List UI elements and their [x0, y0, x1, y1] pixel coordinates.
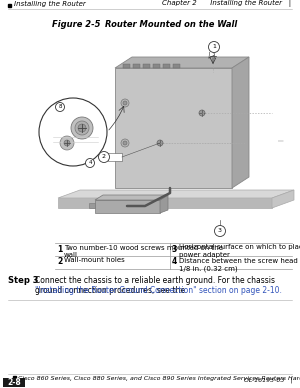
- Text: 2: 2: [57, 258, 62, 267]
- Circle shape: [121, 99, 129, 107]
- Text: 1: 1: [212, 45, 216, 50]
- Text: Router Mounted on the Wall: Router Mounted on the Wall: [105, 20, 237, 29]
- Circle shape: [71, 117, 93, 139]
- Text: Connect the chassis to a reliable earth ground. For the chassis ground connectio: Connect the chassis to a reliable earth …: [35, 276, 275, 295]
- Circle shape: [64, 140, 70, 146]
- Bar: [108, 153, 122, 161]
- Bar: [143, 64, 150, 68]
- Bar: [173, 64, 180, 68]
- Circle shape: [214, 225, 226, 237]
- Polygon shape: [58, 198, 272, 208]
- Bar: [95, 200, 160, 213]
- Bar: [123, 64, 130, 68]
- Text: 1: 1: [57, 244, 62, 253]
- Circle shape: [199, 110, 205, 116]
- Text: Cisco 860 Series, Cisco 880 Series, and Cisco 890 Series Integrated Services Rou: Cisco 860 Series, Cisco 880 Series, and …: [18, 376, 300, 381]
- Bar: [133, 64, 140, 68]
- Text: Chapter 2      Installing the Router   |: Chapter 2 Installing the Router |: [162, 0, 291, 7]
- Circle shape: [60, 136, 74, 150]
- Polygon shape: [115, 68, 232, 188]
- Text: OL-16193-03   |: OL-16193-03 |: [244, 378, 292, 383]
- Circle shape: [157, 140, 163, 146]
- Circle shape: [123, 141, 127, 145]
- Polygon shape: [58, 190, 294, 198]
- Text: Horizontal surface on which to place the
power adapter: Horizontal surface on which to place the…: [179, 244, 300, 258]
- Circle shape: [75, 121, 89, 135]
- Polygon shape: [232, 57, 249, 188]
- Text: Installing the Router: Installing the Router: [14, 1, 86, 7]
- Text: 2-8: 2-8: [7, 378, 21, 387]
- Polygon shape: [160, 195, 168, 213]
- Bar: [163, 64, 170, 68]
- Polygon shape: [115, 57, 249, 68]
- Text: Figure 2-5: Figure 2-5: [52, 20, 100, 29]
- Circle shape: [121, 139, 129, 147]
- Text: Wall-mount holes: Wall-mount holes: [64, 258, 125, 263]
- Polygon shape: [272, 190, 294, 208]
- Text: 3: 3: [218, 229, 222, 234]
- Text: 2: 2: [102, 154, 106, 159]
- Text: 4: 4: [172, 258, 177, 267]
- Text: 4: 4: [88, 161, 92, 166]
- Circle shape: [123, 101, 127, 105]
- Polygon shape: [95, 195, 168, 200]
- Bar: [3, 378, 25, 387]
- Circle shape: [85, 159, 94, 168]
- Circle shape: [39, 98, 107, 166]
- Text: 3: 3: [172, 244, 177, 253]
- Text: "Installing the Router Ground Connection" section on page 2-10.: "Installing the Router Ground Connection…: [35, 286, 282, 295]
- Bar: [13, 376, 16, 379]
- Bar: [89, 203, 95, 208]
- Circle shape: [208, 42, 220, 52]
- Text: Step 3: Step 3: [8, 276, 38, 285]
- Text: Distance between the screw head and the wall,
1/8 in. (0.32 cm): Distance between the screw head and the …: [179, 258, 300, 272]
- Circle shape: [56, 102, 64, 111]
- Bar: [8, 3, 11, 7]
- Bar: [153, 64, 160, 68]
- Circle shape: [98, 151, 110, 163]
- Text: |: |: [277, 139, 283, 141]
- Text: 8: 8: [58, 104, 62, 109]
- Circle shape: [78, 124, 86, 132]
- Text: Two number-10 wood screws mounted on the
wall: Two number-10 wood screws mounted on the…: [64, 244, 223, 258]
